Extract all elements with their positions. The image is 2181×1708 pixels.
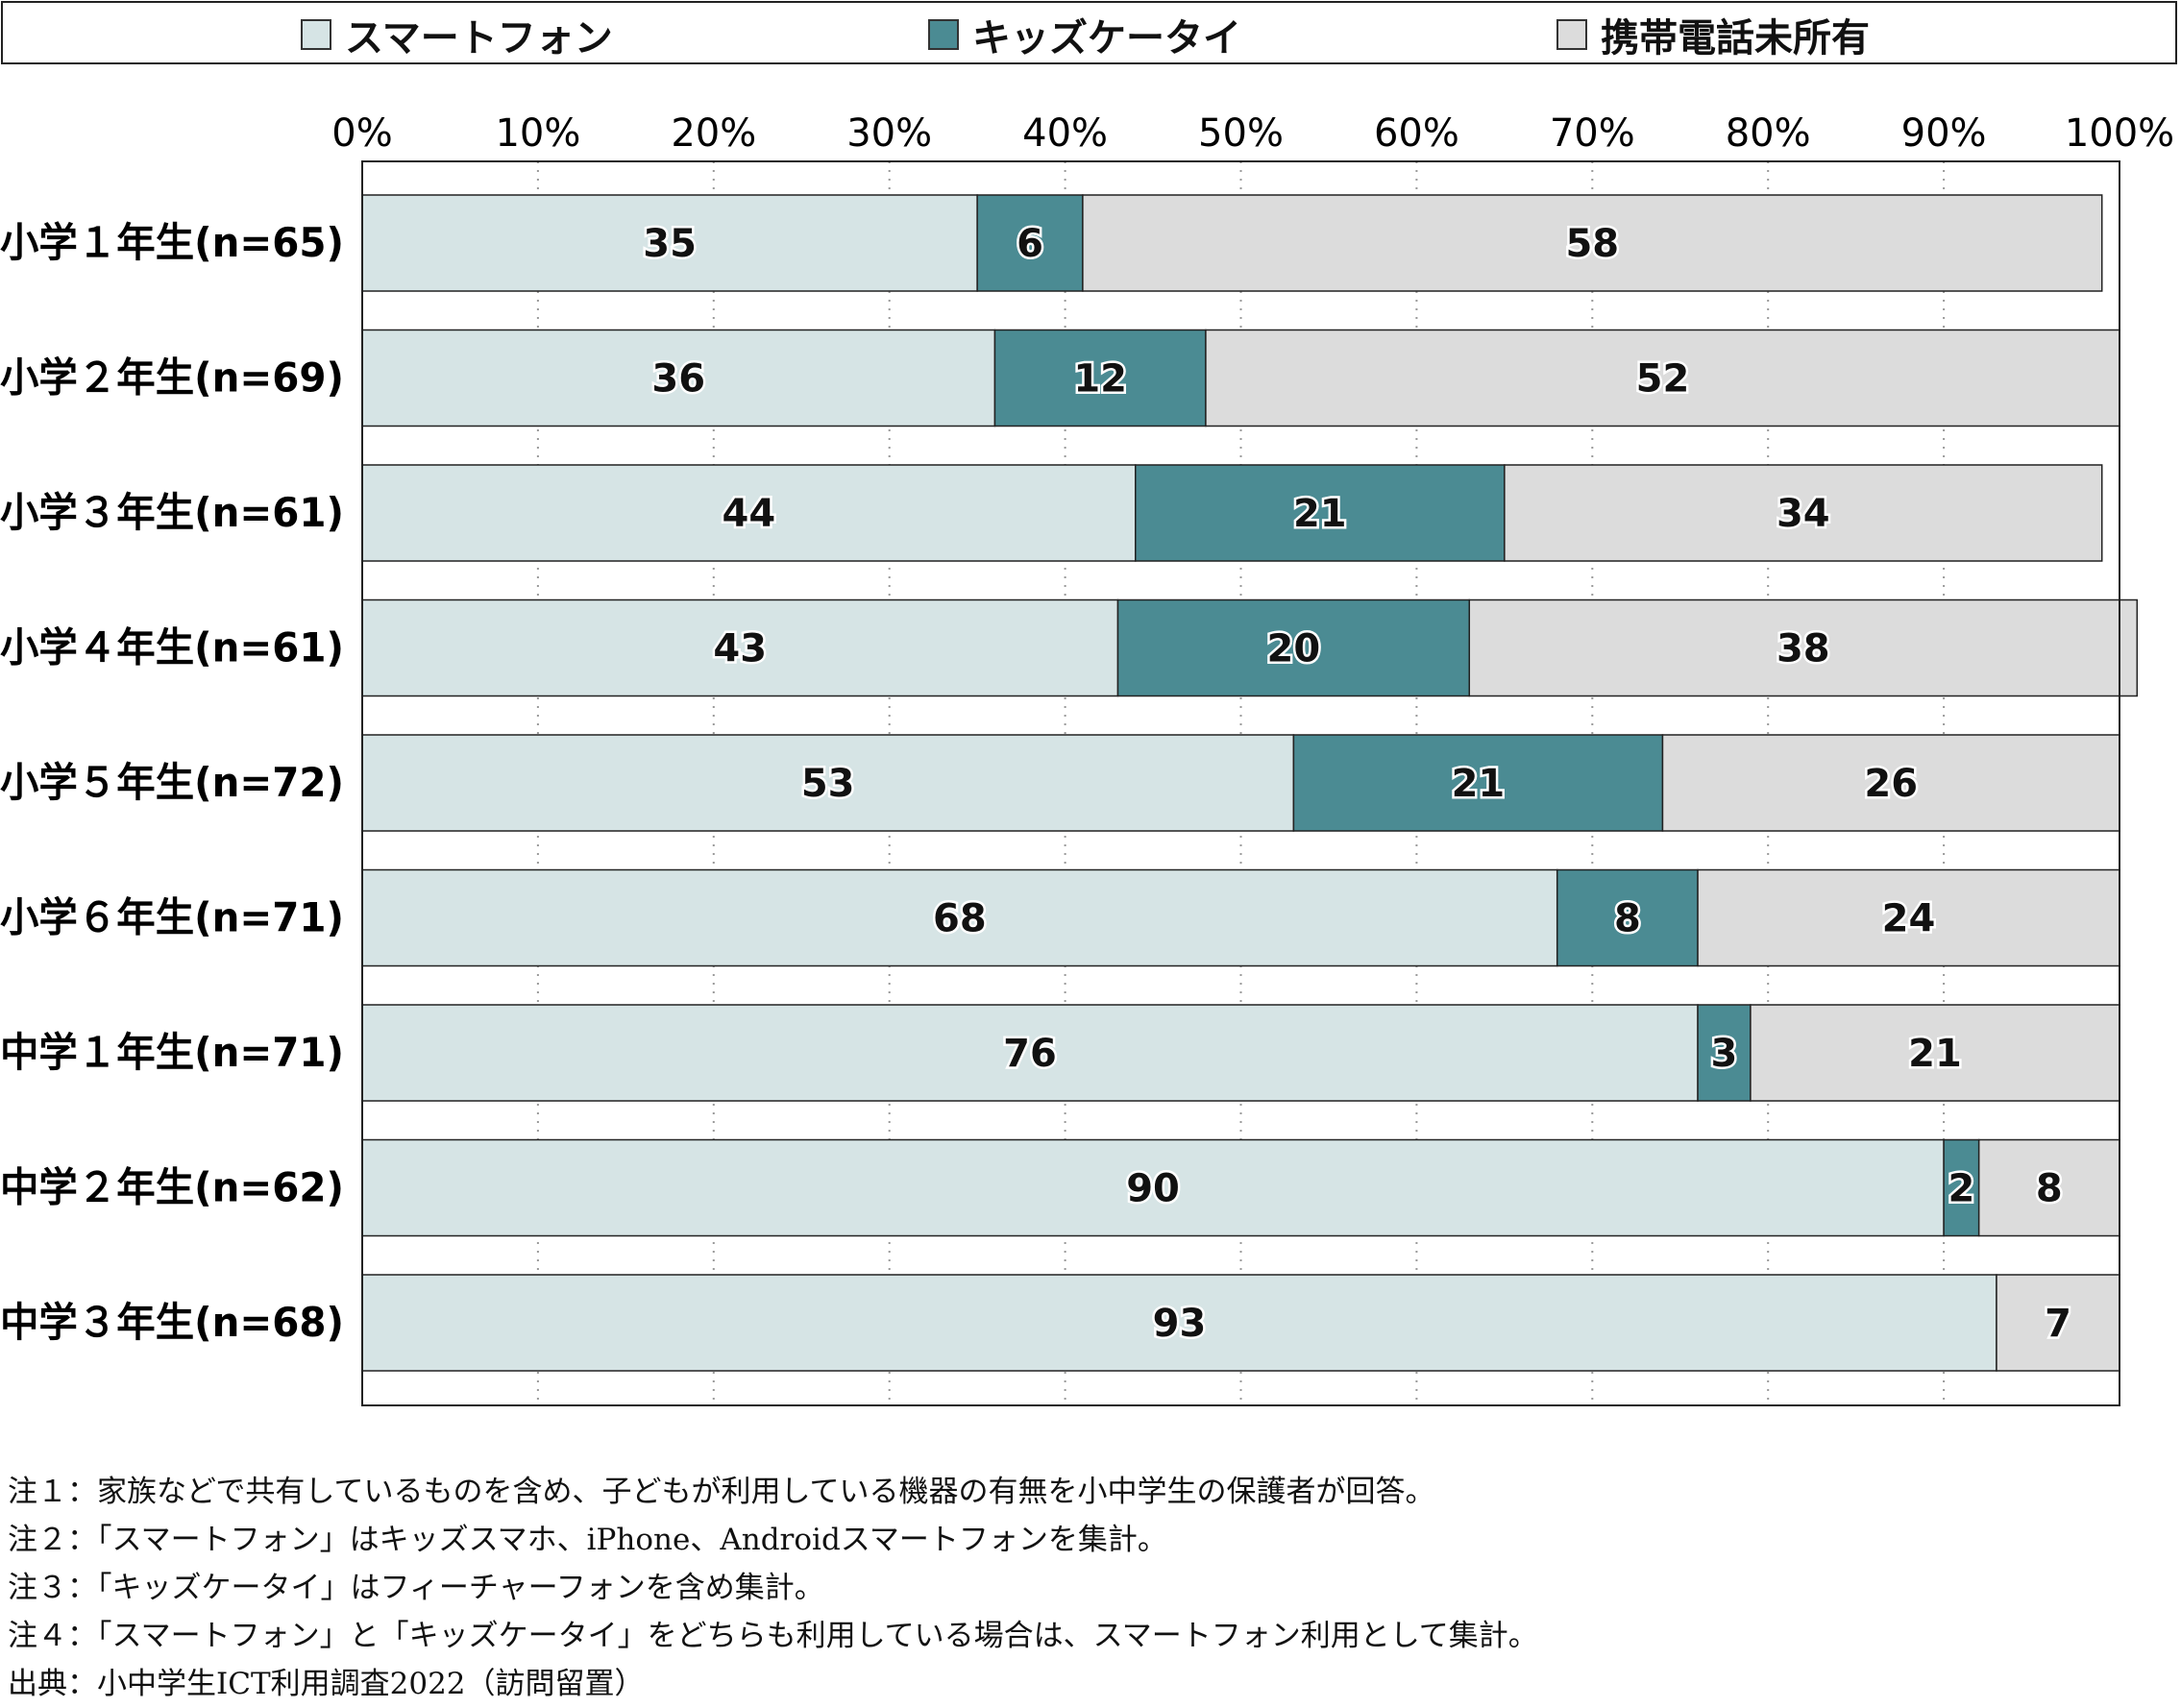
bar-segment-kids-phone (976, 194, 1084, 292)
data-label: 21 (1452, 762, 1506, 806)
legend-label-kids-phone: キッズケータイ (972, 16, 1241, 61)
legend-swatch-no-phone (1556, 19, 1587, 50)
data-label: 21 (1293, 492, 1347, 536)
bar-segment-kids-phone (1697, 1004, 1752, 1102)
x-tick-label: 70% (1550, 111, 1635, 156)
bar-segment-no-phone (1468, 598, 2139, 697)
bar-segment-no-phone (1661, 734, 2120, 832)
x-tick-label: 20% (671, 111, 756, 156)
data-label: 90 (1126, 1167, 1180, 1211)
category-label: 小学３年生(n=61) (0, 489, 344, 536)
data-label: 21 (1908, 1032, 1962, 1076)
data-label: 68 (933, 897, 987, 941)
category-label: 小学４年生(n=61) (0, 624, 344, 671)
data-label: 38 (1777, 627, 1830, 671)
bar-segment-no-phone (1697, 868, 2120, 967)
bar-segment-smartphone (361, 1274, 1997, 1372)
stacked-bar-chart: 0% 10% 20% 30% 40% 50% 60% 70% 80% 90% 100% 小学１年生(n… (0, 111, 2174, 1406)
source-note: 出典：小中学生ICT利用調査2022（訪問留置） (8, 1667, 645, 1701)
category-label: 中学２年生(n=62) (0, 1164, 344, 1211)
data-label: 53 (801, 762, 855, 806)
bar-segment-smartphone (361, 464, 1137, 562)
data-label: 12 (1073, 357, 1127, 402)
category-label: 小学５年生(n=72) (0, 759, 344, 806)
data-label: 24 (1882, 897, 1936, 941)
data-label: 36 (651, 357, 705, 402)
data-label: 93 (1153, 1302, 1207, 1346)
data-label: 8 (2036, 1167, 2063, 1211)
bar-segment-no-phone (1082, 194, 2103, 292)
x-tick-label: 30% (846, 111, 932, 156)
x-tick-label: 40% (1022, 111, 1108, 156)
note-1: 注１：家族などで共有しているものを含め、子どもが利用している機器の有無を小中学生… (8, 1475, 1435, 1509)
x-tick-label: 60% (1374, 111, 1459, 156)
x-tick-label: 90% (1901, 111, 1987, 156)
bar-segment-smartphone (361, 1138, 1945, 1237)
note-4: 注４：「スマートフォン」と「キッズケータイ」をどちらも利用している場合は、スマー… (8, 1619, 1538, 1653)
legend-label-smartphone: スマートフォン (345, 16, 613, 61)
x-tick-label: 80% (1726, 111, 1811, 156)
category-label: 中学１年生(n=71) (0, 1029, 344, 1076)
category-label: 小学６年生(n=71) (0, 894, 344, 941)
bar-segment-kids-phone (1943, 1138, 1980, 1237)
bar-segment-smartphone (361, 329, 996, 427)
data-label: 7 (2045, 1302, 2071, 1346)
data-label: 52 (1636, 357, 1690, 402)
data-label: 58 (1565, 222, 1619, 266)
legend-item-no-phone: 携帯電話未所有 (1556, 3, 1870, 66)
data-label: 8 (1614, 897, 1641, 941)
plot-frame (361, 160, 2120, 1406)
note-3: 注３：「キッズケータイ」はフィーチャーフォンを含め集計。 (8, 1571, 824, 1605)
data-label: 2 (1948, 1167, 1974, 1211)
data-label: 43 (713, 627, 767, 671)
x-tick-label: 0% (331, 111, 392, 156)
bar-segment-smartphone (361, 598, 1119, 697)
bar-segment-kids-phone (1556, 868, 1699, 967)
bar-segment-no-phone (1750, 1004, 2120, 1102)
legend-item-kids-phone: キッズケータイ (928, 3, 1241, 66)
bar-segment-smartphone (361, 1004, 1699, 1102)
category-label: 小学２年生(n=69) (0, 354, 344, 402)
bar-segment-kids-phone (1135, 464, 1506, 562)
footnotes: 注１：家族などで共有しているものを含め、子どもが利用している機器の有無を小中学生… (8, 1468, 1538, 1708)
data-label: 44 (723, 492, 776, 536)
category-label: 小学１年生(n=65) (0, 219, 344, 266)
x-tick-label: 10% (495, 111, 580, 156)
data-label: 35 (643, 222, 697, 266)
legend-label-no-phone: 携帯電話未所有 (1601, 16, 1870, 61)
bar-segment-kids-phone (993, 329, 1207, 427)
bar-segment-no-phone (1205, 329, 2120, 427)
bar-segment-smartphone (361, 194, 978, 292)
data-label: 26 (1864, 762, 1918, 806)
category-label: 中学３年生(n=68) (0, 1299, 344, 1346)
bar-segment-kids-phone (1292, 734, 1664, 832)
bar-segment-smartphone (361, 734, 1295, 832)
x-tick-label: 50% (1198, 111, 1284, 156)
data-label: 6 (1017, 222, 1043, 266)
x-tick-label: 100% (2065, 111, 2174, 156)
data-label: 76 (1003, 1032, 1057, 1076)
legend-swatch-kids-phone (928, 19, 959, 50)
legend-swatch-smartphone (301, 19, 331, 50)
note-2: 注２：「スマートフォン」はキッズスマホ、iPhone、Androidスマートフォ… (8, 1523, 1167, 1557)
data-label: 34 (1777, 492, 1830, 536)
data-label: 20 (1267, 627, 1321, 671)
chart-legend: スマートフォン キッズケータイ 携帯電話未所有 (1, 1, 2177, 64)
legend-item-smartphone: スマートフォン (301, 3, 613, 66)
bar-segment-no-phone (1504, 464, 2103, 562)
data-label: 3 (1711, 1032, 1738, 1076)
